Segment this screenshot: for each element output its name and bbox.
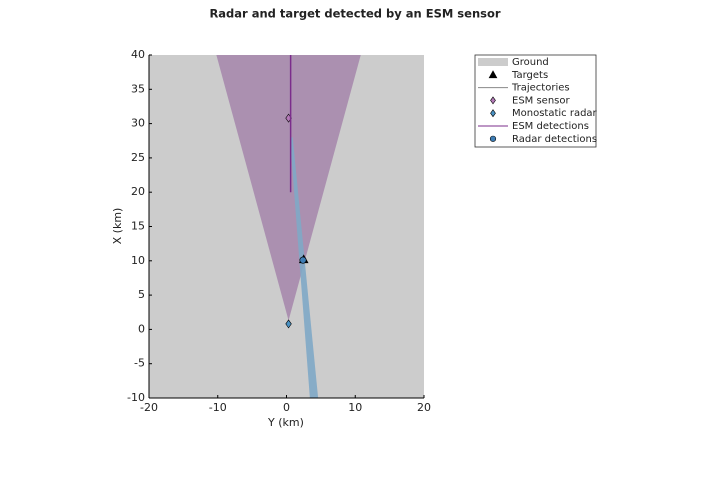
legend-label: Monostatic radar	[512, 108, 598, 119]
legend-label: ESM detections	[512, 121, 589, 132]
legend-swatch	[490, 96, 496, 105]
legend-label: Targets	[511, 70, 548, 81]
legend-label: Radar detections	[512, 134, 597, 145]
x-tick-label: 0	[283, 401, 290, 414]
y-tick-label: 5	[138, 288, 145, 301]
x-axis-label: Y (km)	[267, 416, 304, 429]
y-axis-label: X (km)	[111, 208, 124, 245]
y-tick-label: 30	[131, 117, 145, 130]
coverage-area	[216, 55, 361, 321]
y-tick-label: 40	[131, 48, 145, 61]
y-tick-label: 35	[131, 82, 145, 95]
y-tick-label: 10	[131, 254, 145, 267]
sensor-marker	[285, 319, 292, 329]
legend-swatch	[490, 109, 496, 118]
y-tick-label: 0	[138, 322, 145, 335]
x-tick-label: -20	[140, 401, 158, 414]
x-tick-label: -10	[209, 401, 227, 414]
y-tick-label: -10	[127, 391, 145, 404]
legend-label: Ground	[512, 57, 549, 68]
legend-swatch	[489, 135, 497, 142]
legend-label: Trajectories	[511, 83, 570, 94]
legend-swatch	[478, 58, 508, 66]
y-tick-label: -5	[134, 357, 145, 370]
y-tick-label: 20	[131, 185, 145, 198]
y-tick-label: 15	[131, 220, 145, 233]
detection-marker	[299, 256, 307, 264]
coverage-area	[289, 137, 319, 398]
legend-label: ESM sensor	[512, 95, 571, 106]
chart-title: Radar and target detected by an ESM sens…	[209, 7, 500, 21]
legend-swatch	[488, 70, 498, 79]
x-tick-label: 10	[348, 401, 362, 414]
x-tick-label: 20	[417, 401, 431, 414]
y-tick-label: 25	[131, 151, 145, 164]
